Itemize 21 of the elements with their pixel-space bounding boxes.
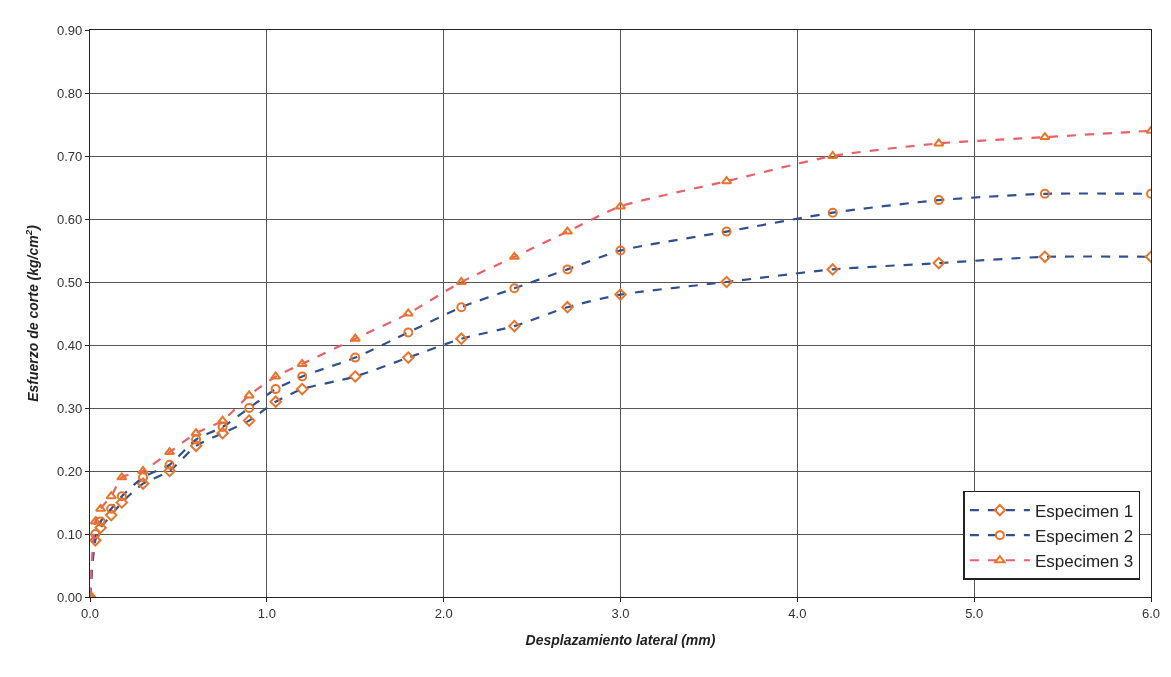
- x-tick-label: 0.0: [80, 605, 100, 621]
- y-tick-label: 0.20: [56, 463, 83, 479]
- y-tick-label: 0.30: [56, 400, 83, 416]
- x-tick-label: 3.0: [611, 605, 630, 621]
- y-tick-label: 0.90: [56, 22, 83, 38]
- y-tick-label: 0.50: [56, 274, 83, 290]
- x-tick-label: 4.0: [788, 605, 807, 621]
- x-axis-title: Desplazamiento lateral (mm): [525, 632, 716, 648]
- x-tick-label: 1.0: [257, 605, 276, 621]
- x-tick-label: 2.0: [434, 605, 453, 621]
- x-tick-label: 6.0: [1141, 605, 1161, 621]
- y-tick-label: 0.60: [56, 211, 83, 227]
- y-tick-label: 0.40: [56, 337, 83, 353]
- legend-label: Especimen 3: [1034, 551, 1134, 571]
- legend-label: Especimen 2: [1034, 526, 1134, 546]
- y-tick-label: 0.80: [56, 85, 83, 101]
- legend-label: Especimen 1: [1034, 501, 1134, 521]
- x-tick-label: 5.0: [965, 605, 984, 621]
- y-tick-label: 0.70: [56, 148, 83, 164]
- y-tick-label: 0.00: [56, 589, 83, 605]
- y-tick-label: 0.10: [56, 526, 83, 542]
